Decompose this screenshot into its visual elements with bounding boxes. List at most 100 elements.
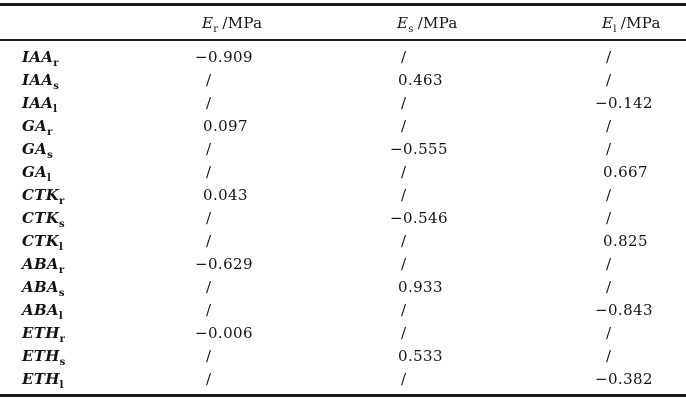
value-cell: / (606, 347, 612, 365)
hormone-name: CTK (22, 209, 60, 227)
hormone-name: CTK (22, 186, 60, 204)
value-cell: 0.825 (603, 232, 648, 250)
header-symbol: E (202, 13, 214, 32)
header-subscript: r (213, 23, 219, 35)
value-cell: −0.382 (595, 370, 653, 388)
row-label: CTKl (0, 230, 195, 253)
value-cell: / (206, 209, 212, 227)
hormone-name: ABA (22, 278, 59, 296)
hormone-name: ETH (22, 324, 60, 342)
table-row: ETHr −0.006// (0, 322, 686, 345)
value-cell: / (206, 163, 212, 181)
hormone-name: ETH (22, 347, 60, 365)
header-unit: /MPa (417, 13, 458, 32)
value-cell: −0.629 (195, 255, 253, 273)
row-label: ABAr (0, 253, 195, 276)
paper-table: Er/MPa Es/MPa El/MPa IAAr −0.909// IAAs/0.46… (0, 3, 686, 397)
value-cell: 0.533 (398, 347, 443, 365)
value-cell: −0.555 (390, 140, 448, 158)
table-row: CTKs / −0.546 / (0, 207, 686, 230)
value-cell: −0.006 (195, 324, 253, 342)
value-cell: / (606, 209, 612, 227)
row-label: CTKr (0, 184, 195, 207)
hormone-name: GA (22, 163, 48, 181)
value-cell: 0.097 (203, 117, 248, 135)
row-label: IAAr (0, 46, 195, 69)
hormone-name: CTK (22, 232, 60, 250)
hormone-subscript: r (53, 58, 59, 69)
row-label: IAAs (0, 69, 195, 92)
column-header-r: Er/MPa (195, 13, 390, 35)
hormone-subscript: s (59, 357, 66, 368)
value-cell: / (401, 48, 407, 66)
row-label: ETHl (0, 368, 195, 391)
value-cell: / (401, 324, 407, 342)
row-label: ETHr (0, 322, 195, 345)
row-label: ABAs (0, 276, 195, 299)
header-symbol: E (602, 13, 614, 32)
row-label: GAr (0, 115, 195, 138)
table-row: IAAl / / −0.142 (0, 92, 686, 115)
table-body: IAAr −0.909// IAAs/0.463/IAAl / / −0.142 GAr 0.… (0, 41, 686, 394)
header-subscript: l (613, 23, 617, 35)
row-label: IAAl (0, 92, 195, 115)
value-cell: 0.463 (398, 71, 443, 89)
table-row: GAl / / 0.667 (0, 161, 686, 184)
value-cell: / (206, 347, 212, 365)
value-cell: / (606, 186, 612, 204)
row-label: GAl (0, 161, 195, 184)
column-header-s: Es/MPa (390, 13, 595, 35)
hormone-subscript: s (53, 81, 60, 92)
hormone-subscript: l (59, 242, 64, 253)
table-row: GAr 0.097 / / (0, 115, 686, 138)
hormone-subscript: l (58, 311, 63, 322)
table-row: CTKl / / 0.825 (0, 230, 686, 253)
header-row: Er/MPa Es/MPa El/MPa (0, 6, 686, 39)
hormone-subscript: r (47, 127, 53, 138)
table-row: ABAr −0.629// (0, 253, 686, 276)
header-unit: /MPa (620, 13, 661, 32)
hormone-name: GA (22, 117, 48, 135)
value-cell: / (606, 140, 612, 158)
value-cell: / (606, 117, 612, 135)
row-label: ETHs (0, 345, 195, 368)
value-cell: / (606, 278, 612, 296)
hormone-name: ABA (22, 301, 59, 319)
hormone-name: IAA (22, 94, 54, 112)
value-cell: / (401, 94, 407, 112)
hormone-subscript: r (58, 265, 65, 276)
value-cell: / (606, 71, 612, 89)
value-cell: / (606, 48, 612, 66)
value-cell: / (401, 370, 407, 388)
value-cell: / (606, 324, 612, 342)
value-cell: 0.933 (398, 278, 443, 296)
table-row: GAs / −0.555 / (0, 138, 686, 161)
value-cell: 0.667 (603, 163, 648, 181)
table-row: ABAs / 0.933 / (0, 276, 686, 299)
hormone-subscript: l (47, 173, 52, 184)
value-cell: / (401, 163, 407, 181)
value-cell: 0.043 (203, 186, 248, 204)
table-row: ETHs / 0.533 / (0, 345, 686, 368)
value-cell: / (206, 140, 212, 158)
table-row: ETHl / / −0.382 (0, 368, 686, 391)
value-cell: −0.142 (595, 94, 653, 112)
hormone-subscript: r (59, 334, 66, 345)
hormone-name: ETH (22, 370, 60, 388)
row-label: ABAl (0, 299, 195, 322)
table-row: IAAr −0.909// (0, 46, 686, 69)
value-cell: / (401, 301, 407, 319)
value-cell: −0.546 (390, 209, 448, 227)
hormone-subscript: s (59, 219, 65, 230)
value-cell: / (401, 117, 407, 135)
value-cell: / (206, 232, 212, 250)
table-row: ABAl / / −0.843 (0, 299, 686, 322)
bottom-rule (0, 394, 686, 397)
value-cell: / (401, 255, 407, 273)
row-label: CTKs (0, 207, 195, 230)
hormone-subscript: l (59, 380, 64, 391)
hormone-name: ABA (22, 255, 59, 273)
hormone-subscript: l (53, 104, 58, 115)
row-label: GAs (0, 138, 195, 161)
hormone-name: GA (22, 140, 48, 158)
